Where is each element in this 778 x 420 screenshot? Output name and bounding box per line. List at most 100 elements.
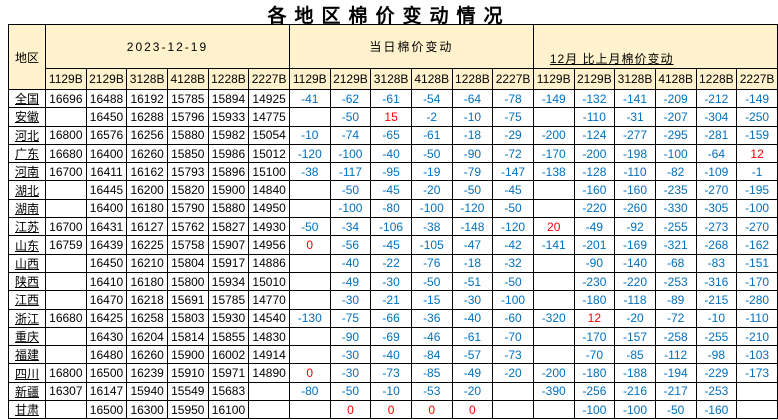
price-cell: [248, 400, 290, 420]
monthly-change-cell: -305: [695, 198, 738, 219]
region-link[interactable]: 甘肃: [8, 400, 46, 420]
daily-change-cell: [288, 345, 331, 365]
region-link[interactable]: 全国: [8, 88, 46, 109]
daily-change-cell: -50: [288, 217, 331, 237]
price-cell: 16410: [85, 271, 128, 292]
daily-change-cell: -10: [370, 381, 412, 402]
grade-code-header: 2227B: [492, 68, 534, 90]
monthly-change-cell: -216: [614, 381, 656, 402]
daily-change-cell: -47: [451, 235, 494, 255]
daily-change-cell: 15: [370, 107, 412, 127]
monthly-change-cell: -124: [573, 125, 616, 145]
region-link[interactable]: 湖南: [8, 198, 46, 219]
daily-change-cell: [288, 253, 331, 273]
price-cell: 16431: [85, 217, 128, 237]
daily-change-cell: -41: [288, 88, 331, 109]
monthly-change-cell: -149: [736, 88, 778, 109]
daily-change-cell: -51: [451, 271, 494, 292]
region-link[interactable]: 河南: [8, 162, 46, 182]
price-cell: 15100: [248, 162, 290, 182]
daily-change-cell: -50: [329, 107, 372, 127]
region-link[interactable]: 安徽: [8, 107, 46, 127]
daily-change-cell: -66: [370, 308, 412, 328]
price-cell: 14925: [248, 88, 290, 109]
daily-change-cell: -78: [492, 88, 534, 109]
page-title: 各地区棉价变动情况: [267, 6, 511, 27]
region-link[interactable]: 浙江: [8, 308, 46, 328]
monthly-change-cell: -112: [654, 345, 697, 365]
region-link[interactable]: 河北: [8, 125, 46, 145]
monthly-change-cell: -277: [614, 125, 656, 145]
region-link[interactable]: 江苏: [8, 217, 46, 237]
region-link[interactable]: 山东: [8, 235, 46, 255]
monthly-change-cell: -258: [654, 326, 697, 347]
monthly-change-cell: [736, 381, 778, 402]
price-cell: 15894: [207, 88, 250, 109]
monthly-change-cell: -162: [736, 235, 778, 255]
table-row: 湖北 16445 16200 15820 15900 14840 -50 -45 -20 -50-…: [8, 180, 778, 200]
monthly-change-cell: -200: [532, 363, 575, 383]
monthly-change-cell: -316: [695, 271, 738, 292]
monthly-change-cell: -255: [695, 326, 738, 347]
daily-change-cell: -100: [410, 198, 453, 219]
price-cell: 15549: [166, 381, 209, 402]
region-link[interactable]: 山西: [8, 253, 46, 273]
price-cell: 14890: [248, 363, 290, 383]
price-cell: 16002: [207, 345, 250, 365]
region-link[interactable]: 四川: [8, 363, 46, 383]
table-row: 陕西 16410 16180 15800 15934 15010 -49 -30 -50 -51-…: [8, 271, 778, 292]
price-cell: 15950: [166, 400, 209, 420]
monthly-change-cell: -149: [532, 88, 575, 109]
price-cell: 16470: [85, 290, 128, 310]
daily-change-cell: -50: [492, 198, 534, 219]
region-link[interactable]: 江西: [8, 290, 46, 310]
daily-change-cell: -36: [410, 308, 453, 328]
region-link[interactable]: 湖北: [8, 180, 46, 200]
price-cell: 16425: [85, 308, 128, 328]
region-link[interactable]: 福建: [8, 345, 46, 365]
price-cell: 15910: [166, 363, 209, 383]
region-link[interactable]: 广东: [8, 143, 46, 164]
region-link[interactable]: 重庆: [8, 326, 46, 347]
monthly-change-cell: -194: [654, 363, 697, 383]
monthly-change-cell: -390: [532, 381, 575, 402]
daily-change-cell: -18: [451, 253, 494, 273]
price-cell: 15054: [248, 125, 290, 145]
daily-change-cell: -76: [410, 253, 453, 273]
daily-change-cell: -64: [451, 88, 494, 109]
daily-change-cell: [288, 107, 331, 127]
daily-change-cell: 0: [288, 363, 331, 383]
price-cell: 16400: [85, 143, 128, 164]
price-cell: [45, 400, 87, 420]
daily-change-cell: 0: [288, 235, 331, 255]
grade-code-header: 4128B: [410, 68, 453, 90]
daily-change-cell: -54: [410, 88, 453, 109]
monthly-change-cell: -256: [573, 381, 616, 402]
grade-code-header: 1129B: [45, 68, 87, 90]
daily-change-cell: -61: [451, 326, 494, 347]
price-cell: 16450: [85, 107, 128, 127]
region-link[interactable]: 陕西: [8, 271, 46, 292]
monthly-change-cell: -141: [614, 88, 656, 109]
daily-change-cell: -21: [370, 290, 412, 310]
price-cell: 15907: [207, 235, 250, 255]
daily-change-cell: -32: [492, 253, 534, 273]
price-cell: 15804: [166, 253, 209, 273]
grade-code-header: 2227B: [736, 68, 778, 90]
region-link[interactable]: 新疆: [8, 381, 46, 402]
price-cell: 14930: [248, 217, 290, 237]
price-cell: 16147: [85, 381, 128, 402]
monthly-change-cell: -250: [736, 107, 778, 127]
price-cell: 15933: [207, 107, 250, 127]
price-cell: 16500: [85, 363, 128, 383]
table-row: 广东 16680 16400 16260 15850 15986 15012 -120 -100…: [8, 143, 778, 164]
daily-change-cell: [288, 326, 331, 347]
daily-change-cell: -40: [329, 253, 372, 273]
monthly-change-cell: -70: [573, 345, 616, 365]
price-cell: 15855: [207, 326, 250, 347]
price-cell: 14914: [248, 345, 290, 365]
daily-change-cell: -45: [370, 180, 412, 200]
price-cell: 16700: [45, 162, 87, 182]
monthly-change-cell: -260: [614, 198, 656, 219]
daily-change-cell: -75: [329, 308, 372, 328]
